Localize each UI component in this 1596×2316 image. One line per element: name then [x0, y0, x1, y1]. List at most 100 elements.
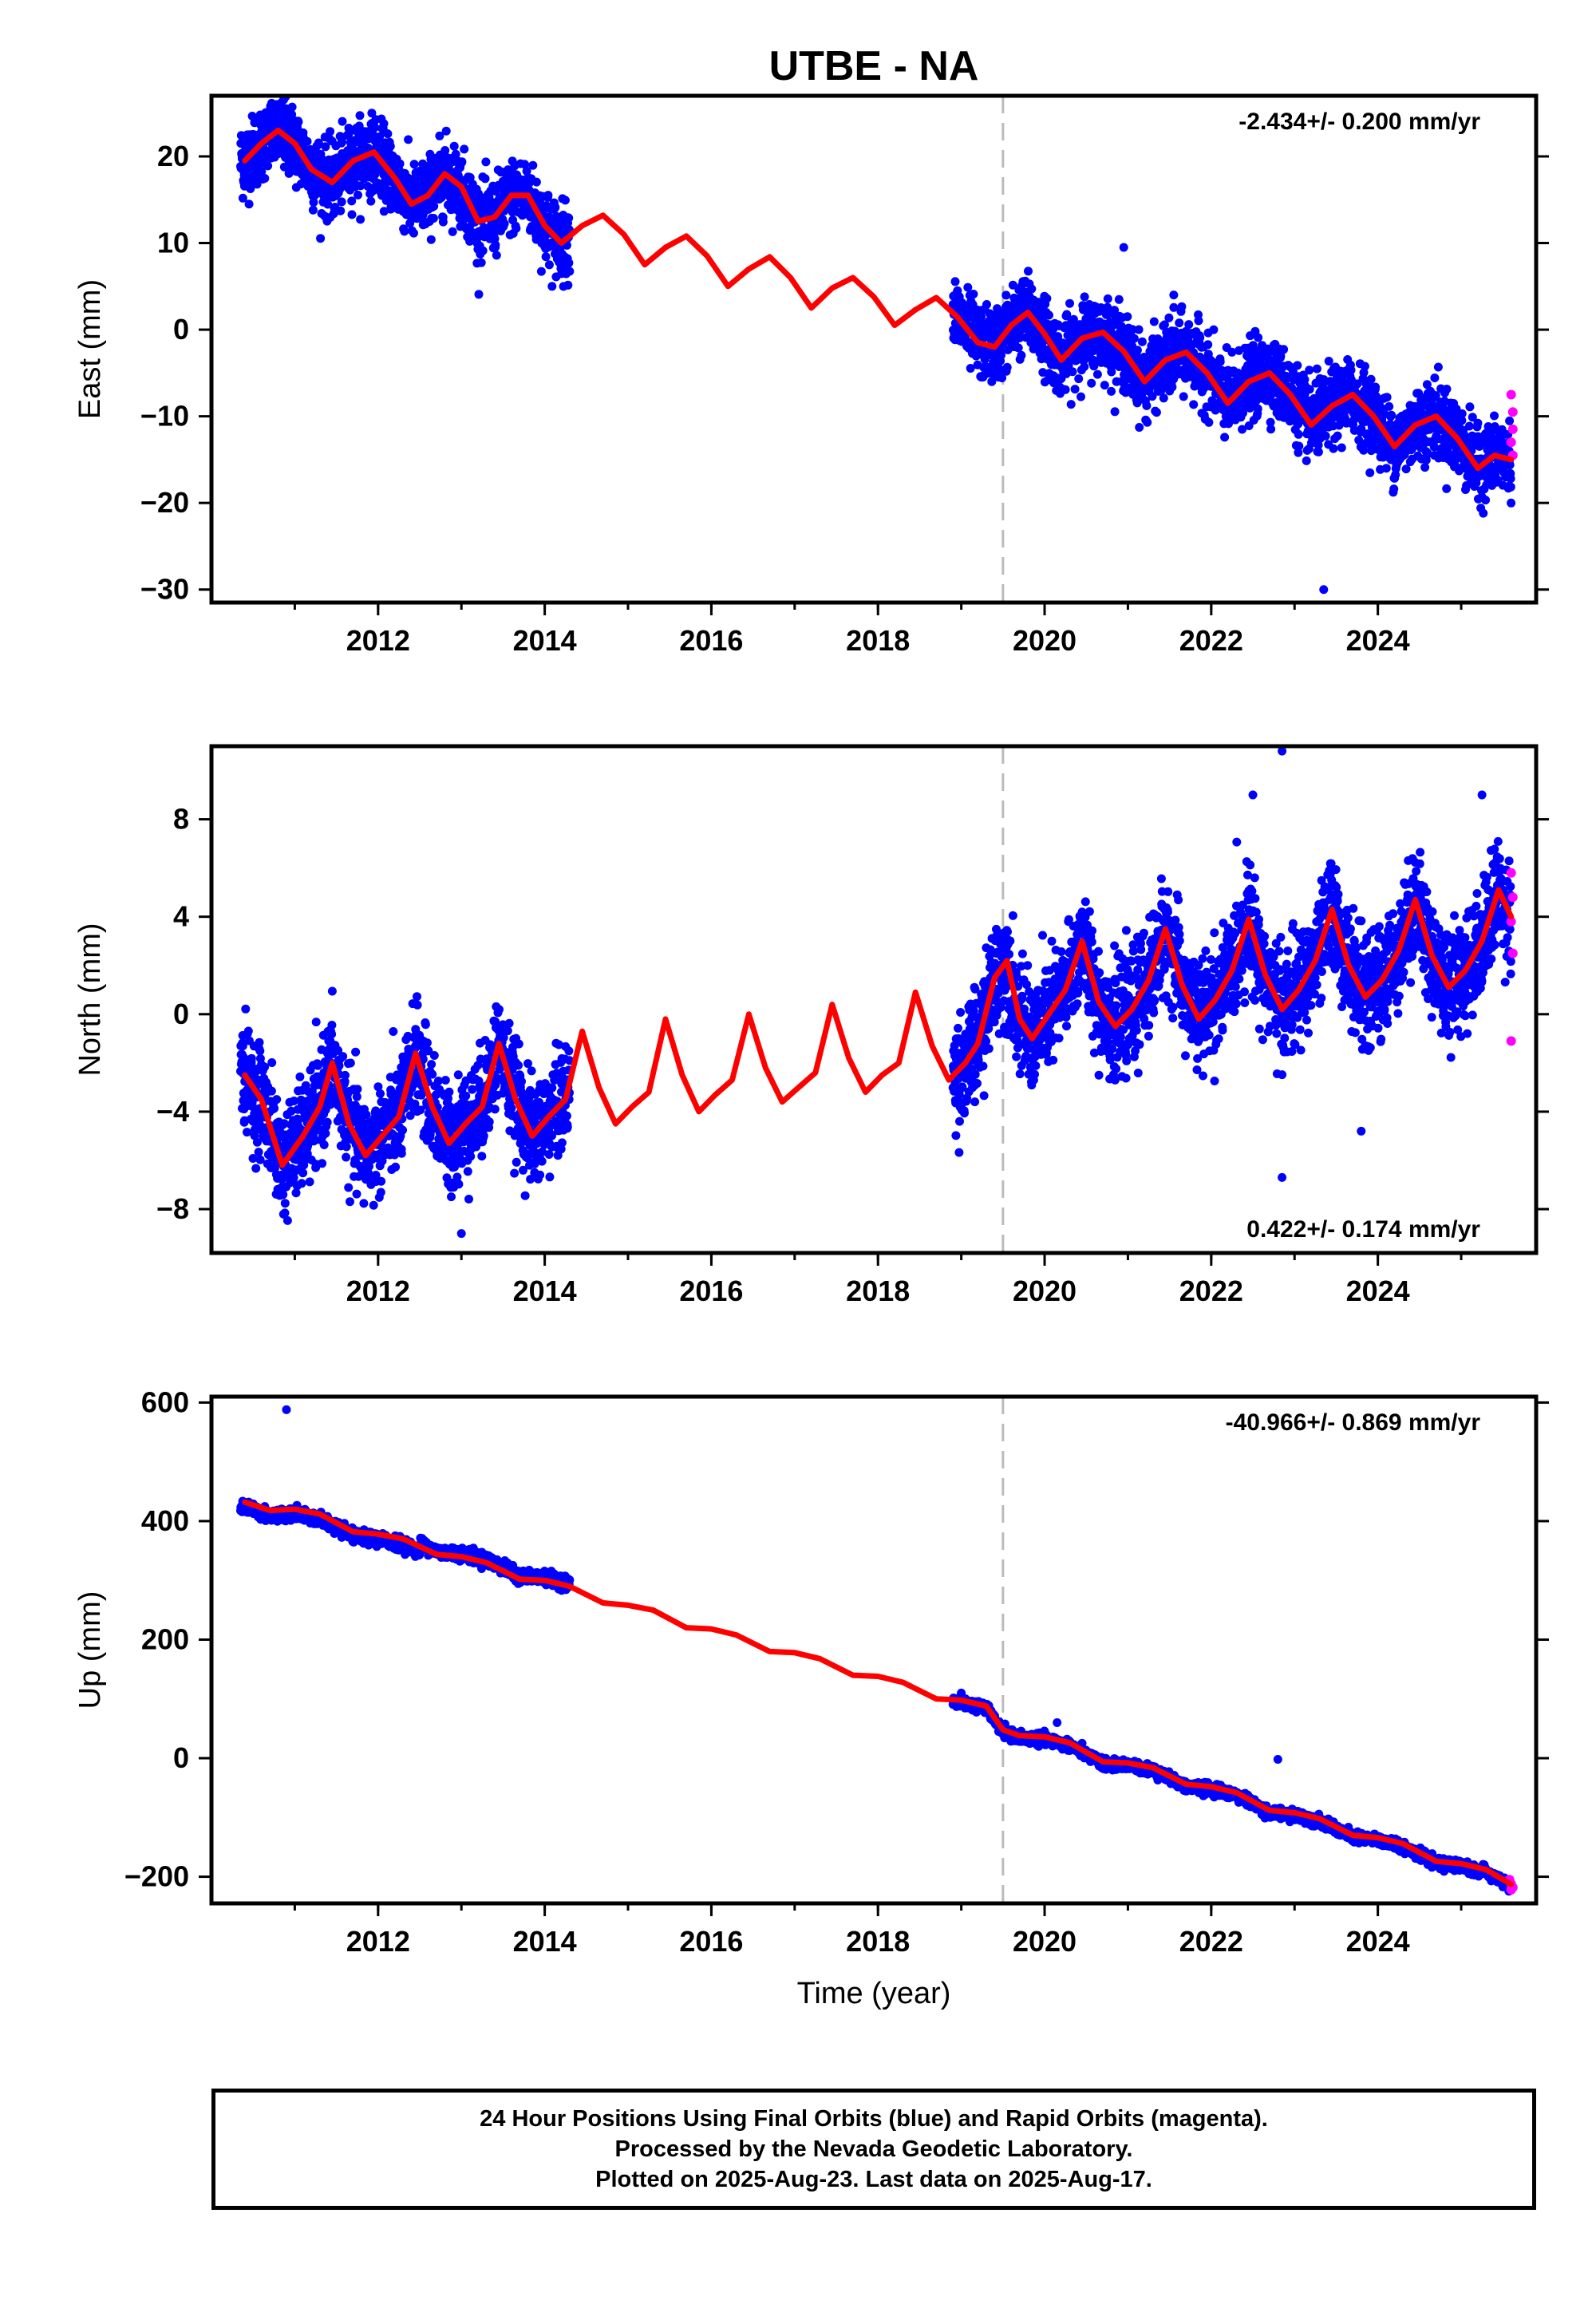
- rapid-orbit-point: [1507, 424, 1518, 434]
- data-point: [410, 1099, 420, 1109]
- data-point: [309, 198, 318, 207]
- data-point: [565, 267, 575, 276]
- y-tick-label: −30: [140, 573, 189, 606]
- data-point: [1490, 411, 1499, 421]
- data-point: [260, 174, 270, 183]
- data-point: [464, 1195, 473, 1203]
- data-point: [1089, 362, 1099, 371]
- data-point: [474, 290, 484, 299]
- data-point: [323, 200, 333, 209]
- data-point: [1184, 320, 1194, 330]
- data-point: [1266, 417, 1275, 427]
- north-panel: 2012 2014 2016 2018 2020 2022 2024−8−4048North…: [73, 744, 1549, 1307]
- y-tick-label: −20: [140, 486, 189, 519]
- data-point: [457, 157, 467, 167]
- data-point: [1065, 298, 1074, 308]
- data-point: [426, 235, 436, 244]
- data-point: [353, 1085, 362, 1094]
- data-point: [1294, 429, 1303, 439]
- data-point: [383, 129, 393, 139]
- data-point: [354, 190, 362, 200]
- data-point: [327, 1021, 337, 1030]
- data-point: [512, 223, 521, 233]
- data-point: [291, 1188, 301, 1198]
- data-point: [338, 117, 347, 126]
- data-point: [1457, 409, 1467, 418]
- model-line: [242, 127, 1515, 472]
- data-point: [314, 138, 323, 148]
- data-point: [260, 1062, 270, 1072]
- data-point: [367, 109, 377, 118]
- data-point: [1175, 318, 1184, 328]
- data-point: [1209, 325, 1219, 334]
- data-point: [444, 1087, 454, 1097]
- data-point: [1045, 310, 1053, 320]
- data-point: [1189, 400, 1199, 409]
- data-point: [338, 137, 346, 147]
- data-point: [531, 177, 541, 187]
- data-point: [286, 1106, 296, 1116]
- y-tick-label: −10: [140, 400, 189, 433]
- data-point: [1505, 460, 1515, 469]
- data-point: [448, 227, 457, 236]
- data-point: [326, 127, 335, 136]
- data-point: [334, 1045, 343, 1055]
- data-point: [440, 1076, 450, 1085]
- data-point: [528, 160, 538, 170]
- data-point: [453, 1070, 463, 1080]
- data-point: [379, 207, 389, 216]
- data-point: [289, 1097, 298, 1105]
- data-point: [1103, 294, 1112, 303]
- data-point: [560, 196, 570, 205]
- data-point: [1479, 508, 1488, 518]
- data-point: [1024, 267, 1033, 276]
- data-point: [255, 1046, 265, 1056]
- data-point: [454, 1180, 464, 1189]
- data-point: [305, 1177, 314, 1187]
- data-point: [492, 251, 501, 260]
- data-point: [355, 111, 365, 121]
- data-point: [1279, 345, 1289, 354]
- data-point: [500, 219, 509, 228]
- data-point: [280, 1208, 290, 1218]
- data-point: [270, 84, 279, 93]
- data-point: [1285, 417, 1294, 426]
- rapid-orbit-point: [1507, 407, 1518, 417]
- data-point: [1159, 393, 1168, 403]
- data-point: [1457, 416, 1467, 425]
- data-point: [1385, 401, 1394, 411]
- data-point: [263, 161, 273, 171]
- data-point: [395, 159, 405, 168]
- data-point: [340, 1077, 350, 1086]
- data-point: [1381, 464, 1391, 473]
- data-point: [1359, 445, 1369, 455]
- data-point: [346, 1197, 354, 1207]
- data-point: [1195, 333, 1205, 342]
- data-point: [255, 1037, 264, 1047]
- data-point: [391, 1162, 401, 1172]
- data-point: [366, 196, 376, 206]
- data-point: [318, 1159, 327, 1168]
- data-point: [1312, 364, 1321, 373]
- data-point: [413, 992, 421, 1002]
- data-point: [277, 1175, 286, 1184]
- data-point: [1266, 425, 1276, 434]
- data-point: [361, 1110, 371, 1120]
- data-point: [463, 1167, 472, 1176]
- data-point: [404, 135, 413, 144]
- data-point: [1341, 418, 1351, 428]
- data-point: [247, 1053, 256, 1063]
- data-point: [336, 206, 346, 215]
- data-point: [238, 193, 247, 203]
- data-point: [1177, 302, 1187, 311]
- data-point: [428, 1069, 437, 1079]
- data-point: [1167, 382, 1177, 392]
- data-point: [1314, 441, 1323, 450]
- data-point: [435, 131, 444, 140]
- data-point: [427, 1060, 437, 1069]
- data-point: [251, 1164, 261, 1173]
- data-point: [1357, 424, 1366, 433]
- data-point: [1371, 382, 1381, 392]
- data-point: [1008, 280, 1017, 290]
- data-point: [468, 1085, 477, 1094]
